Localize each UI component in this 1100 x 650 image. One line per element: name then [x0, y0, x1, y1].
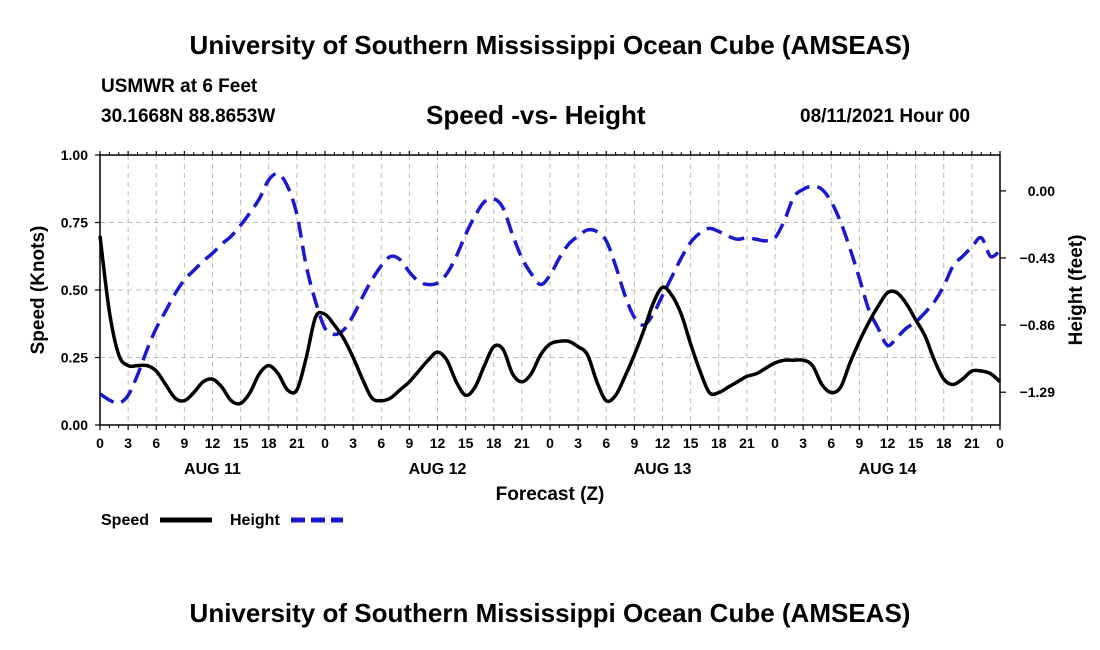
x-tick-label: 15 — [908, 435, 924, 451]
x-tick-label: 15 — [683, 435, 699, 451]
day-label: AUG 13 — [634, 461, 692, 478]
x-tick-label: 6 — [152, 435, 160, 451]
height-series-line — [99, 171, 1002, 406]
y-tick-label: 0.50 — [61, 282, 88, 298]
y2-axis-label: Height (feet) — [1066, 235, 1087, 346]
x-tick-label: 21 — [964, 435, 980, 451]
x-tick-label: 21 — [514, 435, 530, 451]
grid-lines — [100, 155, 1000, 425]
x-tick-label: 3 — [574, 435, 582, 451]
x-tick-label: 12 — [430, 435, 446, 451]
x-tick-label: 0 — [996, 435, 1004, 451]
x-tick-label: 6 — [602, 435, 610, 451]
x-tick-label: 21 — [289, 435, 305, 451]
y-axis-label: Speed (Knots) — [28, 226, 49, 355]
x-tick-label: 18 — [486, 435, 502, 451]
forecast-date: 08/11/2021 Hour 00 — [800, 106, 971, 127]
x-tick-label: 15 — [233, 435, 249, 451]
y-tick-label: 0.75 — [61, 215, 88, 231]
legend: Speed Height — [101, 512, 343, 529]
top-title: University of Southern Mississippi Ocean… — [189, 30, 911, 60]
y-tick-label: 0.00 — [61, 417, 88, 433]
y2-tick-label: −0.86 — [1020, 317, 1056, 333]
x-tick-label: 3 — [349, 435, 357, 451]
coordinates-label: 30.1668N 88.8653W — [101, 106, 276, 127]
x-tick-label: 0 — [771, 435, 779, 451]
x-tick-label: 15 — [458, 435, 474, 451]
y2-tick-label: −1.29 — [1020, 384, 1056, 400]
chart-title: Speed -vs- Height — [426, 100, 646, 130]
x-tick-label: 18 — [711, 435, 727, 451]
x-tick-label: 9 — [180, 435, 188, 451]
x-tick-label: 21 — [739, 435, 755, 451]
day-label: AUG 12 — [409, 461, 467, 478]
legend-speed-label: Speed — [101, 512, 149, 529]
x-tick-label: 0 — [321, 435, 329, 451]
x-tick-label: 0 — [96, 435, 104, 451]
x-tick-label: 6 — [827, 435, 835, 451]
station-label: USMWR at 6 Feet — [101, 76, 258, 97]
x-tick-label: 9 — [630, 435, 638, 451]
x-tick-label: 18 — [261, 435, 277, 451]
y-tick-label: 0.25 — [61, 350, 88, 366]
x-tick-label: 6 — [377, 435, 385, 451]
x-tick-label: 12 — [880, 435, 896, 451]
y2-tick-label: −0.43 — [1020, 250, 1056, 266]
day-label: AUG 11 — [184, 461, 241, 478]
series-lines — [98, 171, 1002, 406]
x-tick-label: 9 — [855, 435, 863, 451]
x-axis-label: Forecast (Z) — [496, 484, 605, 505]
day-label: AUG 14 — [859, 461, 917, 478]
speed-series-line — [98, 235, 1002, 406]
x-tick-label: 3 — [124, 435, 132, 451]
y-tick-label: 1.00 — [61, 147, 88, 163]
x-tick-label: 12 — [655, 435, 671, 451]
x-tick-label: 3 — [799, 435, 807, 451]
x-tick-label: 12 — [205, 435, 221, 451]
x-tick-label: 9 — [405, 435, 413, 451]
bottom-title: University of Southern Mississippi Ocean… — [189, 598, 911, 628]
y2-tick-label: 0.00 — [1028, 183, 1055, 199]
x-tick-label: 18 — [936, 435, 952, 451]
x-tick-label: 0 — [546, 435, 554, 451]
axes: 0 3 6 9 12 15 18 21 0 3 6 9 12 15 18 21 0 3 6 9 12 15 18 21 0 3 6 9… — [61, 147, 1055, 478]
legend-height-label: Height — [230, 512, 280, 529]
